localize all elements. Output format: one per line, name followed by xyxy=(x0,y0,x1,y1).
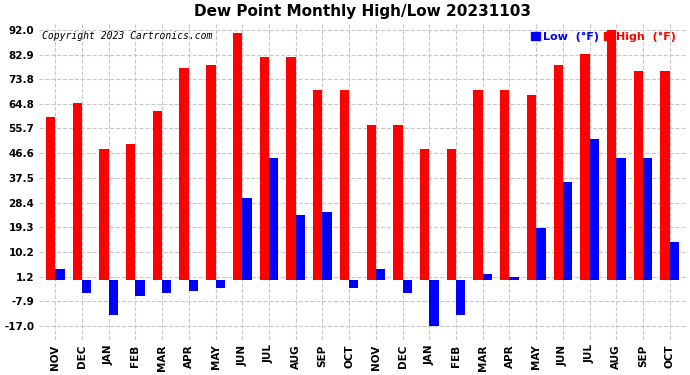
Bar xyxy=(670,242,679,280)
Bar xyxy=(446,149,456,280)
Bar xyxy=(633,70,643,280)
Bar xyxy=(393,125,402,280)
Bar xyxy=(55,269,65,280)
Bar xyxy=(456,280,465,315)
Bar xyxy=(108,280,118,315)
Bar xyxy=(660,70,670,280)
Bar xyxy=(366,125,376,280)
Bar xyxy=(527,95,536,280)
Bar xyxy=(509,277,519,280)
Bar xyxy=(82,280,91,293)
Legend: Low  (°F), High  (°F): Low (°F), High (°F) xyxy=(526,27,680,46)
Bar xyxy=(563,182,572,280)
Title: Dew Point Monthly High/Low 20231103: Dew Point Monthly High/Low 20231103 xyxy=(194,4,531,19)
Bar xyxy=(296,214,305,280)
Bar xyxy=(322,212,332,280)
Bar xyxy=(536,228,546,280)
Bar xyxy=(126,144,135,280)
Bar xyxy=(643,158,653,280)
Bar xyxy=(616,158,626,280)
Bar xyxy=(72,103,82,280)
Bar xyxy=(215,280,225,288)
Text: Copyright 2023 Cartronics.com: Copyright 2023 Cartronics.com xyxy=(42,31,213,41)
Bar xyxy=(242,198,252,280)
Bar xyxy=(473,90,483,280)
Bar xyxy=(46,117,55,280)
Bar xyxy=(152,111,162,280)
Bar xyxy=(349,280,359,288)
Bar xyxy=(429,280,439,326)
Bar xyxy=(402,280,412,293)
Bar xyxy=(286,57,296,280)
Bar xyxy=(376,269,385,280)
Bar xyxy=(590,138,599,280)
Bar xyxy=(339,90,349,280)
Bar xyxy=(607,30,616,280)
Bar xyxy=(313,90,322,280)
Bar xyxy=(259,57,269,280)
Bar xyxy=(553,65,563,280)
Bar xyxy=(206,65,215,280)
Bar xyxy=(179,68,189,280)
Bar xyxy=(233,33,242,280)
Bar xyxy=(483,274,492,280)
Bar xyxy=(420,149,429,280)
Bar xyxy=(189,280,198,291)
Bar xyxy=(135,280,145,296)
Bar xyxy=(580,54,590,280)
Bar xyxy=(99,149,108,280)
Bar xyxy=(500,90,509,280)
Bar xyxy=(269,158,278,280)
Bar xyxy=(162,280,171,293)
